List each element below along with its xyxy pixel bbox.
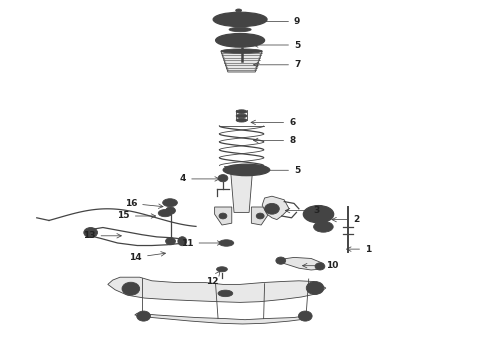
Ellipse shape bbox=[178, 237, 187, 246]
Ellipse shape bbox=[311, 210, 326, 218]
Circle shape bbox=[166, 207, 175, 214]
Ellipse shape bbox=[158, 210, 172, 217]
Text: 5: 5 bbox=[263, 166, 300, 175]
Ellipse shape bbox=[229, 27, 251, 32]
Ellipse shape bbox=[236, 9, 242, 12]
Text: 14: 14 bbox=[129, 252, 166, 262]
Ellipse shape bbox=[226, 14, 254, 23]
Ellipse shape bbox=[216, 33, 265, 47]
Text: 6: 6 bbox=[251, 118, 295, 127]
Ellipse shape bbox=[219, 240, 234, 246]
Text: 12: 12 bbox=[205, 271, 220, 286]
Ellipse shape bbox=[237, 166, 256, 171]
Circle shape bbox=[256, 213, 264, 219]
Text: 11: 11 bbox=[181, 238, 222, 248]
Ellipse shape bbox=[234, 14, 246, 20]
Text: 15: 15 bbox=[117, 211, 156, 220]
Polygon shape bbox=[231, 173, 252, 212]
Text: 7: 7 bbox=[253, 60, 300, 69]
Ellipse shape bbox=[233, 36, 252, 42]
Text: 8: 8 bbox=[253, 136, 295, 145]
Polygon shape bbox=[221, 51, 262, 72]
Ellipse shape bbox=[217, 267, 227, 272]
Ellipse shape bbox=[236, 114, 247, 118]
Circle shape bbox=[306, 282, 324, 294]
Ellipse shape bbox=[223, 164, 270, 176]
Circle shape bbox=[166, 200, 174, 206]
Circle shape bbox=[141, 314, 147, 318]
Polygon shape bbox=[108, 277, 326, 302]
Circle shape bbox=[298, 311, 312, 321]
Ellipse shape bbox=[163, 199, 177, 207]
Text: 2: 2 bbox=[332, 215, 359, 224]
Circle shape bbox=[311, 285, 319, 291]
Circle shape bbox=[218, 175, 228, 182]
Ellipse shape bbox=[221, 49, 262, 53]
Circle shape bbox=[179, 239, 186, 244]
Text: 10: 10 bbox=[302, 261, 338, 270]
Text: 9: 9 bbox=[255, 17, 300, 26]
Text: 13: 13 bbox=[83, 231, 122, 240]
Polygon shape bbox=[135, 313, 311, 324]
Ellipse shape bbox=[307, 208, 330, 220]
Circle shape bbox=[314, 211, 323, 218]
Circle shape bbox=[87, 230, 94, 235]
Ellipse shape bbox=[218, 290, 233, 297]
Circle shape bbox=[219, 213, 227, 219]
Polygon shape bbox=[251, 207, 269, 225]
Ellipse shape bbox=[303, 206, 334, 223]
Text: 3: 3 bbox=[285, 206, 320, 215]
Circle shape bbox=[162, 211, 169, 216]
Circle shape bbox=[127, 286, 135, 292]
Ellipse shape bbox=[213, 12, 267, 27]
Ellipse shape bbox=[318, 224, 329, 230]
Circle shape bbox=[265, 203, 279, 214]
Circle shape bbox=[84, 228, 98, 238]
Polygon shape bbox=[277, 257, 323, 270]
Ellipse shape bbox=[232, 166, 261, 173]
Circle shape bbox=[166, 238, 175, 245]
Ellipse shape bbox=[233, 37, 252, 43]
Ellipse shape bbox=[228, 35, 257, 44]
Ellipse shape bbox=[314, 221, 333, 232]
Circle shape bbox=[319, 224, 327, 230]
Ellipse shape bbox=[236, 110, 247, 113]
Circle shape bbox=[137, 311, 150, 321]
Text: 5: 5 bbox=[253, 40, 300, 49]
Circle shape bbox=[276, 257, 286, 264]
Text: 16: 16 bbox=[124, 199, 163, 208]
Circle shape bbox=[223, 240, 230, 246]
Ellipse shape bbox=[235, 38, 250, 42]
Circle shape bbox=[237, 14, 244, 19]
Circle shape bbox=[315, 263, 325, 270]
Text: 1: 1 bbox=[346, 245, 371, 253]
Circle shape bbox=[122, 282, 140, 295]
Circle shape bbox=[222, 291, 228, 296]
Ellipse shape bbox=[230, 37, 255, 44]
Polygon shape bbox=[215, 207, 232, 225]
Text: 4: 4 bbox=[180, 174, 220, 183]
Polygon shape bbox=[262, 196, 289, 220]
Ellipse shape bbox=[236, 118, 247, 122]
Circle shape bbox=[302, 314, 308, 318]
